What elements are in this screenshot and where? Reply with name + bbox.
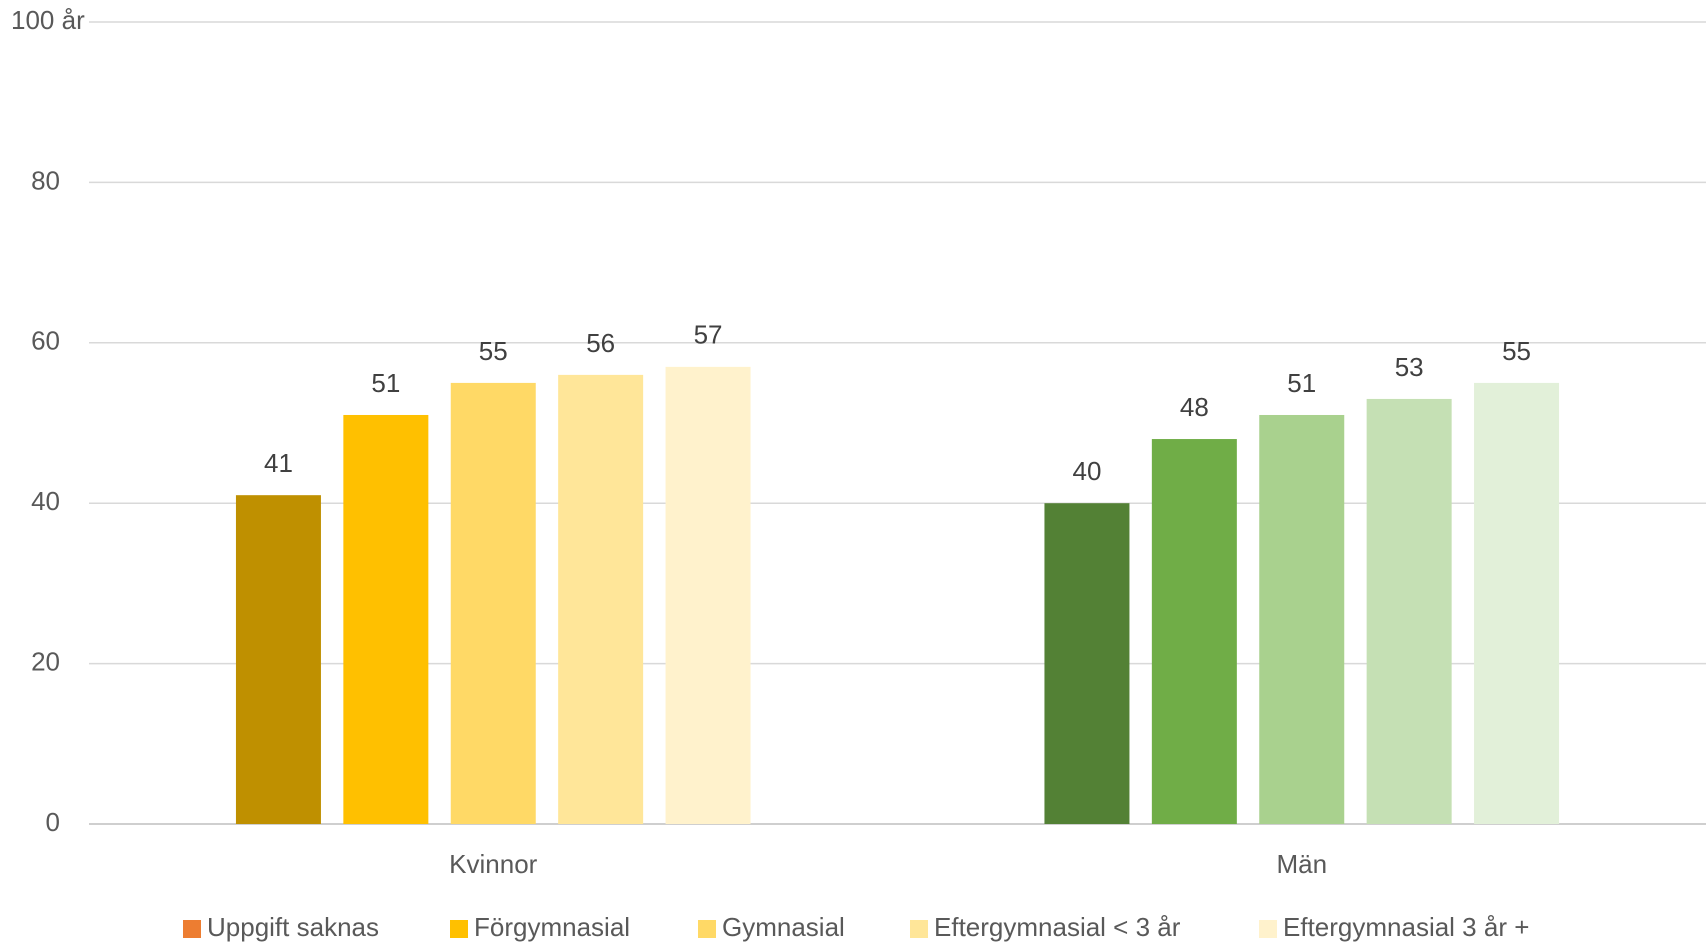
legend-label: Uppgift saknas <box>207 912 379 942</box>
y-tick-label: 100 år <box>11 5 85 35</box>
bar <box>1259 414 1345 824</box>
x-tick-label: Kvinnor <box>449 849 537 879</box>
data-label: 55 <box>1502 336 1531 366</box>
y-tick-label: 0 <box>46 807 60 837</box>
bar <box>558 374 644 824</box>
legend-label: Förgymnasial <box>474 912 630 942</box>
legend-swatch <box>910 920 928 938</box>
bar <box>1044 503 1130 824</box>
y-tick-label: 40 <box>31 486 60 516</box>
y-tick-label: 20 <box>31 646 60 676</box>
bar <box>235 495 321 824</box>
data-label: 51 <box>371 368 400 398</box>
legend-swatch <box>698 920 716 938</box>
legend-label: Eftergymnasial 3 år + <box>1283 912 1529 942</box>
data-label: 55 <box>479 336 508 366</box>
legend-label: Eftergymnasial < 3 år <box>934 912 1181 942</box>
y-tick-label: 60 <box>31 326 60 356</box>
bar <box>665 366 751 824</box>
data-label: 41 <box>264 448 293 478</box>
data-label: 48 <box>1180 392 1209 422</box>
data-label: 53 <box>1395 352 1424 382</box>
legend-swatch <box>450 920 468 938</box>
data-label: 51 <box>1287 368 1316 398</box>
legend-label: Gymnasial <box>722 912 845 942</box>
data-label: 40 <box>1072 456 1101 486</box>
bar <box>450 382 536 824</box>
legend-swatch <box>1259 920 1277 938</box>
data-label: 57 <box>694 320 723 350</box>
bar <box>343 414 429 824</box>
legend-swatch <box>183 920 201 938</box>
bar <box>1474 382 1560 824</box>
bar <box>1366 398 1452 824</box>
y-tick-label: 80 <box>31 165 60 195</box>
x-tick-label: Män <box>1276 849 1327 879</box>
bar <box>1151 439 1237 824</box>
data-label: 56 <box>586 328 615 358</box>
